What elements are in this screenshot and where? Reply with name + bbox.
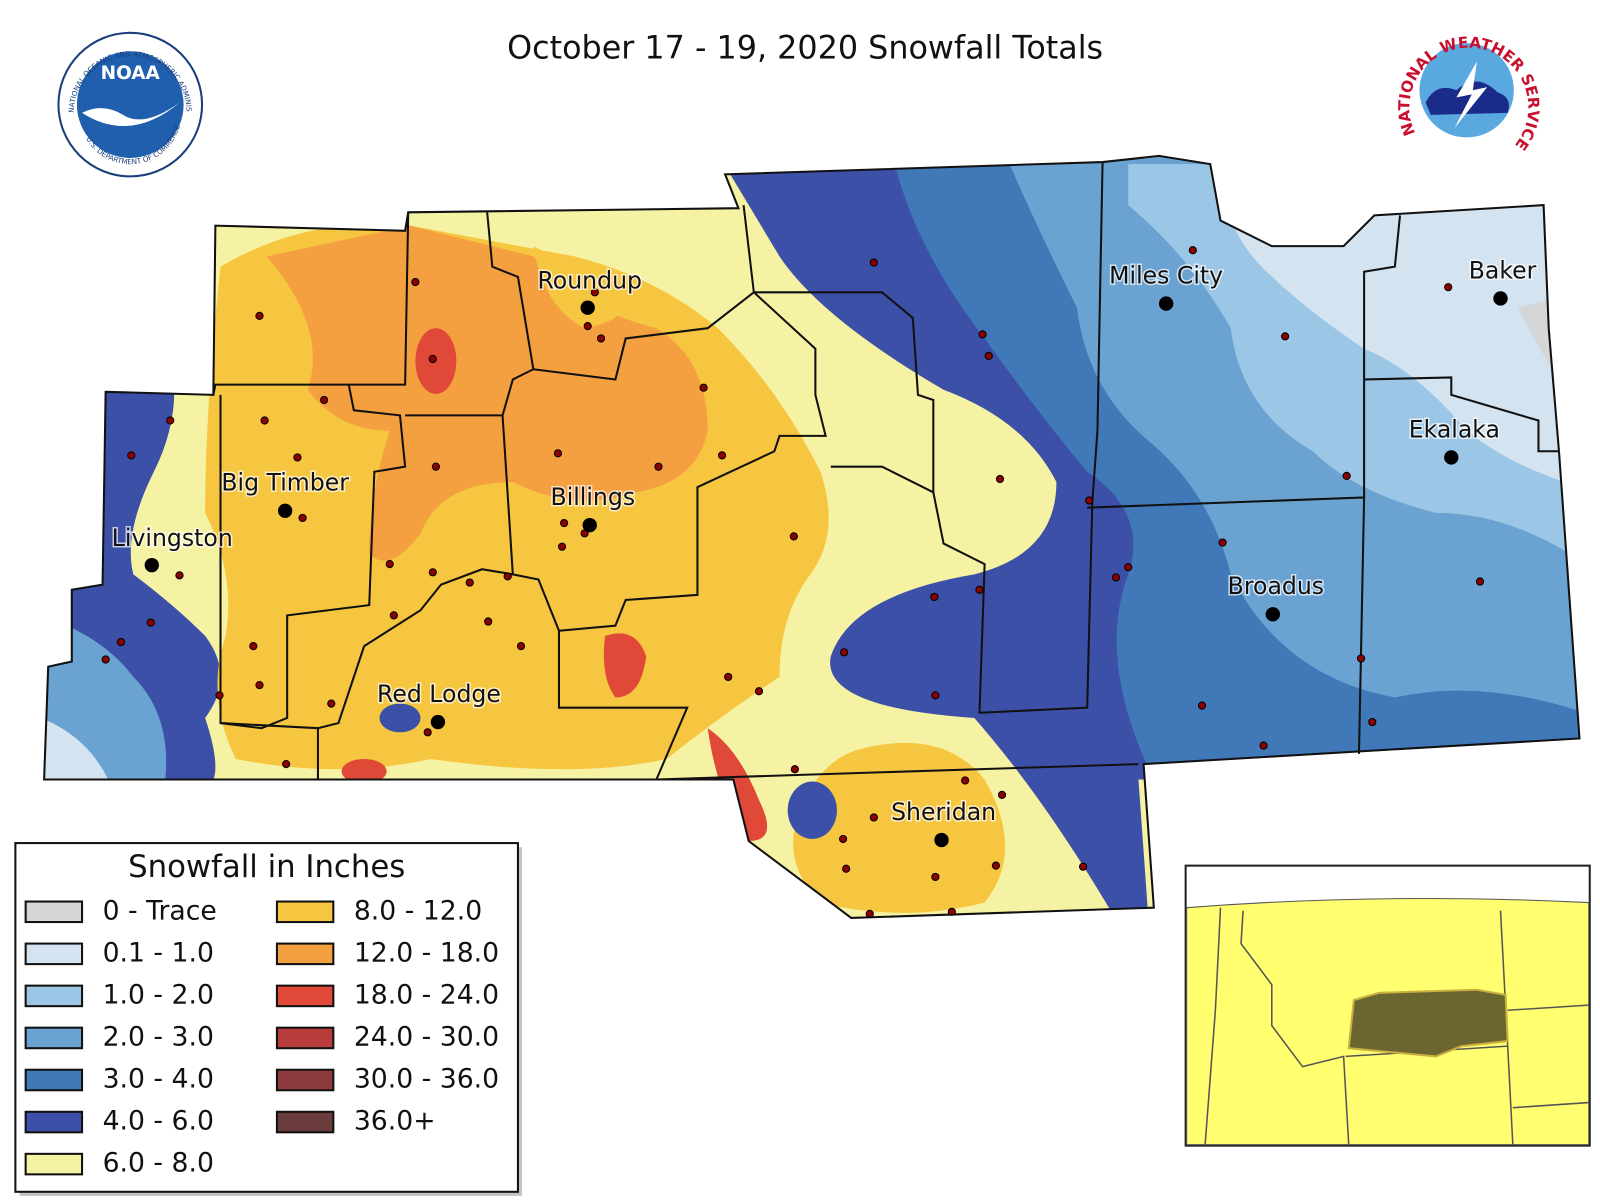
- legend-swatch: [24, 1110, 84, 1134]
- city-dot: [1158, 296, 1174, 311]
- noaa-logo: NOAA NATIONAL OCEANIC AND ATMOSPHERIC AD…: [0, 0, 204, 178]
- legend-title: Snowfall in Inches: [128, 849, 405, 885]
- city-labels: Roundup Miles City Baker Big Timber Billings…: [110, 255, 1538, 848]
- city-label: Miles City: [1109, 261, 1223, 289]
- legend-swatch: [275, 984, 335, 1008]
- legend-label: 24.0 - 30.0: [354, 1021, 499, 1052]
- city-dot: [430, 714, 446, 730]
- legend-swatch: [275, 1110, 335, 1134]
- city-label: Big Timber: [221, 469, 349, 497]
- locator-inset: [1184, 864, 1591, 1147]
- city-label: Broadus: [1228, 572, 1324, 600]
- city-label: Sheridan: [891, 798, 996, 826]
- legend-swatch: [24, 1026, 84, 1050]
- legend-label: 12.0 - 18.0: [354, 937, 499, 968]
- county-lines: [43, 154, 1581, 919]
- city-label: Baker: [1469, 256, 1537, 284]
- nws-logo: NATIONAL WEATHER SERVICE: [1395, 22, 1543, 158]
- legend-label: 2.0 - 3.0: [103, 1021, 214, 1052]
- legend-label: 1.0 - 2.0: [103, 979, 214, 1010]
- city-label: Billings: [551, 483, 636, 511]
- legend-swatch: [275, 900, 335, 924]
- legend-label: 8.0 - 12.0: [354, 895, 482, 926]
- legend-label: 18.0 - 24.0: [354, 979, 499, 1010]
- legend: Snowfall in Inches 0 - Trace 0.1 - 1.0 1.0…: [14, 842, 523, 1196]
- legend-swatch: [275, 1026, 335, 1050]
- legend-swatch: [24, 984, 84, 1008]
- city-label: Red Lodge: [377, 680, 501, 708]
- city-dot: [934, 832, 949, 848]
- legend-label: 0 - Trace: [103, 895, 217, 926]
- legend-swatch: [275, 942, 335, 966]
- station-dots: [101, 246, 1485, 918]
- noaa-text: NOAA: [101, 63, 161, 84]
- legend-swatch: [24, 1152, 84, 1176]
- map-title: October 17 - 19, 2020 Snowfall Totals: [507, 29, 1103, 66]
- legend-label: 3.0 - 4.0: [103, 1064, 214, 1095]
- snowfall-field: [44, 155, 1580, 918]
- city-dot: [1493, 291, 1508, 306]
- city-dot: [1265, 607, 1280, 622]
- legend-label: 4.0 - 6.0: [103, 1106, 214, 1137]
- city-dot: [580, 300, 595, 315]
- legend-swatch: [275, 1068, 335, 1092]
- legend-label: 30.0 - 36.0: [354, 1064, 499, 1095]
- city-dot: [144, 557, 159, 573]
- legend-label: 0.1 - 1.0: [103, 937, 214, 968]
- city-dot: [1444, 450, 1459, 465]
- legend-swatch: [24, 942, 84, 966]
- legend-label: 36.0+: [354, 1106, 436, 1137]
- legend-swatch: [24, 900, 84, 924]
- city-label: Ekalaka: [1409, 415, 1500, 443]
- city-dot: [582, 517, 597, 533]
- city-label: Roundup: [537, 267, 642, 295]
- city-label: Livingston: [112, 524, 233, 552]
- legend-label: 6.0 - 8.0: [103, 1148, 214, 1179]
- legend-swatch: [24, 1068, 84, 1092]
- city-dot: [277, 503, 293, 518]
